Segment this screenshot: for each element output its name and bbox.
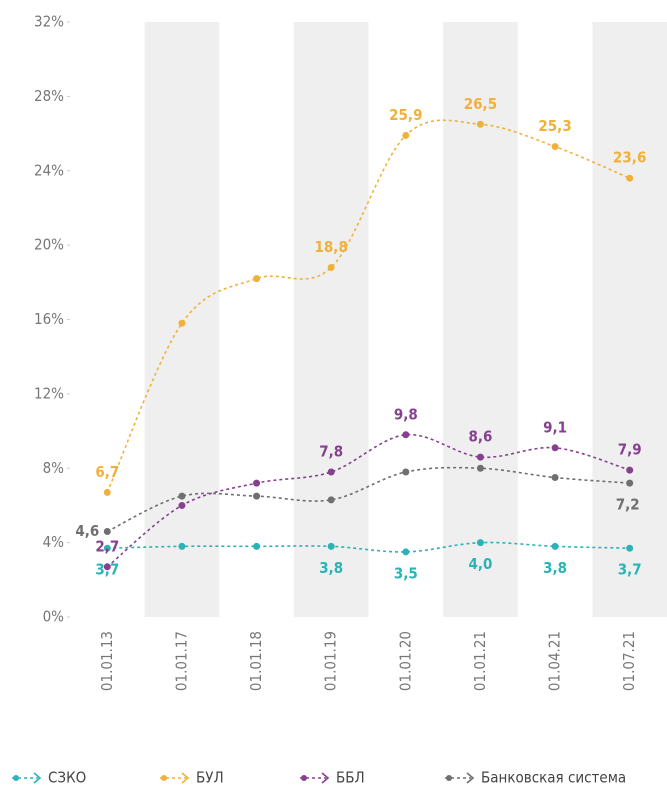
point [626,174,634,182]
legend-arrow [33,772,42,784]
y-tick-label: 0% [43,608,65,626]
data-label: 3,5 [394,564,418,582]
x-tick-label: 01.07.21 [620,631,638,691]
data-label: 2,7 [95,537,119,555]
legend-label: ББЛ [336,769,365,787]
data-label: 18,8 [315,238,348,256]
point [178,501,186,509]
x-tick-label: 01.01.21 [471,631,489,691]
line [106,119,631,493]
legend-dot [161,775,167,781]
point [551,474,559,482]
data-label: 25,9 [389,106,422,124]
band [144,22,220,617]
point [402,548,410,556]
point [253,492,261,500]
x-tick-label: 01.01.18 [247,631,265,691]
y-tick-label: 28% [34,87,64,105]
point [626,466,634,474]
point [551,542,559,550]
point [327,263,335,271]
x-tick-label: 01.04.21 [546,631,564,691]
data-label: 7,9 [618,441,642,459]
point [402,431,410,439]
data-label: 9,8 [394,405,418,423]
data-label: 3,8 [543,559,567,577]
data-label: 6,7 [95,463,119,481]
data-label: 23,6 [613,149,646,167]
x-tick-label: 01.01.17 [172,631,190,691]
legend-arrow [466,772,475,784]
data-label: 3,7 [618,561,642,579]
point [253,542,261,550]
point [103,488,111,496]
legend-label: Банковская система [481,769,626,787]
point [103,527,111,535]
point [626,479,634,487]
x-tick-label: 01.01.19 [322,631,340,691]
point [103,563,111,571]
legend-label: СЗКО [48,769,86,787]
point [253,275,261,283]
y-tick-label: 12% [34,384,64,402]
data-label: 7,8 [319,442,343,460]
point [476,453,484,461]
point [551,143,559,151]
legend-dot [13,775,19,781]
data-label: 25,3 [538,117,571,135]
legend-label: БУЛ [196,769,224,787]
point [103,544,111,552]
data-label: 26,5 [464,95,497,113]
legend-dot [301,775,307,781]
point [402,131,410,139]
point [178,319,186,327]
point [327,468,335,476]
y-tick-label: 24% [34,161,64,179]
data-label: 8,6 [468,428,492,446]
legend-dot [446,775,452,781]
data-label: 4,0 [468,555,492,573]
y-tick-label: 4% [43,533,65,551]
point [476,464,484,472]
y-tick-label: 16% [34,310,64,328]
x-tick-label: 01.01.13 [98,631,116,691]
band [293,22,369,617]
legend-arrow [321,772,330,784]
x-tick-label: 01.01.20 [396,631,414,691]
point [402,468,410,476]
point [327,496,335,504]
point [178,492,186,500]
point [327,542,335,550]
data-label: 3,8 [319,559,343,577]
data-label: 4,6 [75,522,99,540]
y-tick-label: 32% [34,13,64,31]
point [626,544,634,552]
point [551,444,559,452]
point [253,479,261,487]
point [178,542,186,550]
data-label: 9,1 [543,418,567,436]
data-label: 7,2 [616,496,640,514]
band [592,22,667,617]
y-tick-label: 20% [34,236,64,254]
legend-arrow [181,772,190,784]
point [476,539,484,547]
y-tick-label: 8% [43,459,65,477]
point [476,120,484,128]
